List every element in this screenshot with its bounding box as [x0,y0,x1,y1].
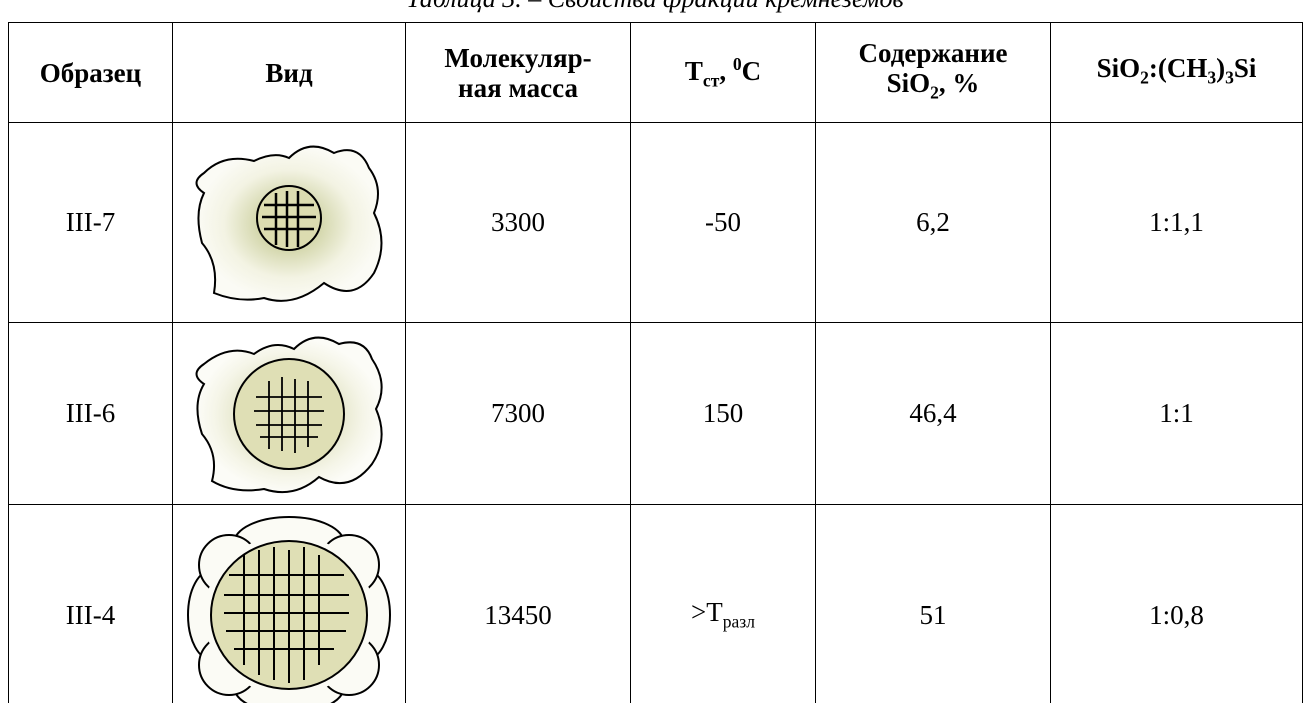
text-part: SiO [886,67,931,98]
header-cell: Вид [172,22,406,123]
properties-table: Образец Вид Молекуляр-ная масса Тст, 0C Соде… [8,22,1303,703]
table-cell: 51 [815,504,1051,703]
sample-image [195,336,383,493]
table-cell: III-4 [8,504,173,703]
table-cell: III-6 [8,322,173,505]
table-cell: 1:1 [1050,322,1303,505]
text-part: Образец [39,57,142,88]
table-cell: 13450 [405,504,631,703]
header-cell: Содержание SiO2, % [815,22,1051,123]
text-part: ) [1216,52,1226,83]
table-cell: -50 [630,122,816,323]
table-cell: 46,4 [815,322,1051,505]
text-part: Содержание [858,37,1008,68]
table-cell: 7300 [405,322,631,505]
text-part: 0 [732,54,742,75]
table-cell: 6,2 [815,122,1051,323]
header-cell: SiO2:(CH3)3Si [1050,22,1303,123]
table-cell: 3300 [405,122,631,323]
text-part: 3 [1225,67,1234,88]
text-part: Вид [265,57,313,88]
image-cell [172,322,406,505]
table-cell: 1:0,8 [1050,504,1303,703]
table-cell: III-7 [8,122,173,323]
text-part: ная масса [458,72,578,103]
text-part: Т [684,56,703,87]
caption: Таблица 3. – Свойства фракций кремнеземо… [0,0,1310,14]
text-part: ст [702,70,720,91]
text-part: :(CH [1148,52,1208,83]
table-cell: 1:1,1 [1050,122,1303,323]
table-row: III-7 3300 -50 6,2 1:1,1 [8,122,1303,323]
text-part: SiO [1096,52,1141,83]
sample-image [187,516,391,703]
text-part: , [719,56,733,87]
text-part: , % [938,67,980,98]
text-part: 2 [930,82,939,103]
table-row: III-4 13450 >Tразл 51 1:0,8 [8,504,1303,703]
sample-image [195,145,383,302]
text-part: Si [1233,52,1257,83]
text-part: Молекуляр- [444,42,592,73]
header-cell: Образец [8,22,173,123]
table-row: III-6 7300 150 46,4 1:1 [8,322,1303,505]
text-part: >T [691,597,723,628]
image-cell [172,504,406,703]
text-part: 3 [1207,67,1217,88]
table-cell: 150 [630,322,816,505]
text-part: 2 [1140,67,1149,88]
header-cell: Тст, 0C [630,22,816,123]
text-part: C [741,56,762,87]
header-cell: Молекуляр-ная масса [405,22,631,123]
header-row: Образец Вид Молекуляр-ная масса Тст, 0C Соде… [8,22,1303,123]
text-part: разл [722,611,755,632]
image-cell [172,122,406,323]
table-cell: >Tразл [630,504,816,703]
